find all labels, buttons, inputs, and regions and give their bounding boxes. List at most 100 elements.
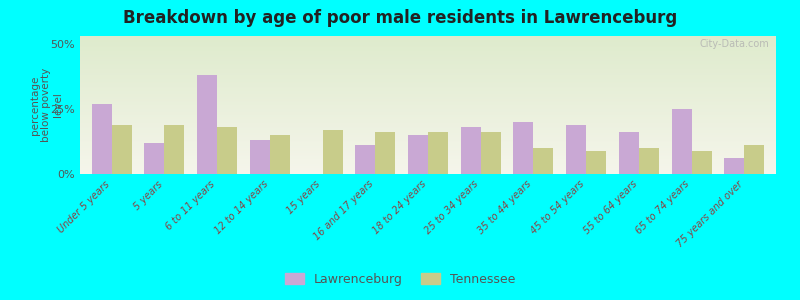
Bar	[80, 149, 776, 151]
Bar	[80, 138, 776, 140]
Bar	[80, 151, 776, 152]
Bar	[80, 41, 776, 43]
Bar	[80, 39, 776, 40]
Bar	[80, 76, 776, 77]
Bar	[80, 90, 776, 91]
Bar	[80, 84, 776, 86]
Bar	[80, 144, 776, 145]
Bar	[80, 97, 776, 98]
Bar	[428, 132, 448, 174]
Bar	[80, 123, 776, 124]
Bar	[270, 135, 290, 174]
Bar	[639, 148, 659, 174]
Bar	[80, 146, 776, 148]
Bar	[80, 135, 776, 137]
Bar	[80, 69, 776, 70]
Bar	[112, 124, 132, 174]
Bar	[80, 148, 776, 149]
Text: Breakdown by age of poor male residents in Lawrenceburg: Breakdown by age of poor male residents …	[123, 9, 677, 27]
Bar	[80, 160, 776, 162]
Bar	[80, 87, 776, 88]
Bar	[80, 145, 776, 146]
Bar	[80, 91, 776, 93]
Bar	[80, 103, 776, 105]
Bar	[80, 82, 776, 83]
Bar	[566, 124, 586, 174]
Bar	[80, 162, 776, 163]
Bar	[80, 164, 776, 166]
Bar	[80, 83, 776, 84]
Bar	[80, 98, 776, 100]
Bar	[80, 36, 776, 38]
Bar	[80, 155, 776, 156]
Bar	[80, 105, 776, 106]
Bar	[80, 70, 776, 72]
Bar	[80, 124, 776, 126]
Bar	[80, 133, 776, 134]
Bar	[80, 66, 776, 68]
Bar	[80, 44, 776, 46]
Legend: Lawrenceburg, Tennessee: Lawrenceburg, Tennessee	[280, 268, 520, 291]
Bar	[80, 79, 776, 80]
Bar	[80, 141, 776, 142]
Bar	[80, 169, 776, 170]
Bar	[250, 140, 270, 174]
Bar	[80, 172, 776, 174]
Bar	[80, 110, 776, 112]
Bar	[217, 127, 237, 174]
Bar	[80, 58, 776, 59]
Bar	[80, 80, 776, 82]
Bar	[80, 65, 776, 66]
Bar	[80, 106, 776, 108]
Bar	[724, 158, 744, 174]
Bar	[80, 128, 776, 130]
Bar	[80, 112, 776, 113]
Bar	[80, 126, 776, 127]
Bar	[80, 119, 776, 120]
Bar	[80, 134, 776, 135]
Bar	[80, 115, 776, 116]
Bar	[197, 75, 217, 174]
Bar	[80, 64, 776, 65]
Bar	[80, 86, 776, 87]
Bar	[80, 55, 776, 57]
Bar	[80, 50, 776, 51]
Bar	[80, 57, 776, 58]
Bar	[80, 102, 776, 104]
Bar	[375, 132, 395, 174]
Bar	[80, 131, 776, 133]
Bar	[80, 68, 776, 69]
Bar	[80, 166, 776, 167]
Bar	[80, 61, 776, 62]
Bar	[672, 109, 692, 174]
Bar	[80, 117, 776, 119]
Bar	[80, 101, 776, 102]
Bar	[80, 40, 776, 41]
Bar	[80, 43, 776, 44]
Bar	[80, 153, 776, 155]
Bar	[80, 122, 776, 123]
Bar	[408, 135, 428, 174]
Bar	[80, 62, 776, 64]
Bar	[164, 124, 184, 174]
Bar	[80, 137, 776, 138]
Bar	[80, 48, 776, 50]
Bar	[80, 54, 776, 55]
Bar	[461, 127, 481, 174]
Bar	[80, 171, 776, 172]
Bar	[80, 120, 776, 122]
Bar	[692, 151, 712, 174]
Bar	[80, 75, 776, 76]
Bar	[80, 38, 776, 39]
Bar	[322, 130, 342, 174]
Bar	[80, 72, 776, 73]
Bar	[80, 100, 776, 101]
Bar	[80, 109, 776, 110]
Bar	[355, 146, 375, 174]
Bar	[80, 158, 776, 159]
Bar	[619, 132, 639, 174]
Bar	[80, 167, 776, 169]
Bar	[80, 77, 776, 79]
Bar	[534, 148, 554, 174]
Bar	[80, 52, 776, 54]
